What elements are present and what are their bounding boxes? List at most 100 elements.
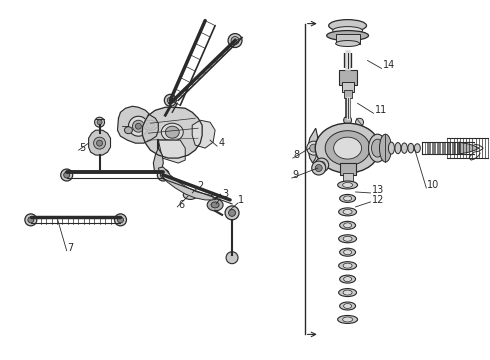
Ellipse shape <box>395 143 401 154</box>
Ellipse shape <box>343 236 352 241</box>
Bar <box>343 173 353 181</box>
Text: 13: 13 <box>371 185 384 195</box>
Ellipse shape <box>325 131 370 166</box>
Text: 7: 7 <box>68 243 74 253</box>
Ellipse shape <box>343 290 352 295</box>
Bar <box>340 163 356 175</box>
Ellipse shape <box>183 190 197 199</box>
Circle shape <box>310 144 318 152</box>
Circle shape <box>118 217 123 223</box>
Ellipse shape <box>340 221 356 229</box>
Text: 3: 3 <box>222 189 228 199</box>
Polygon shape <box>459 142 479 154</box>
Text: 9: 9 <box>293 170 299 180</box>
Circle shape <box>228 210 236 216</box>
Ellipse shape <box>147 122 154 128</box>
Ellipse shape <box>343 196 352 201</box>
Ellipse shape <box>368 134 387 162</box>
Bar <box>339 71 357 85</box>
Ellipse shape <box>339 262 357 270</box>
Polygon shape <box>143 107 202 158</box>
Ellipse shape <box>336 41 360 46</box>
Ellipse shape <box>338 181 358 189</box>
Ellipse shape <box>379 134 392 162</box>
Circle shape <box>97 120 102 125</box>
Circle shape <box>94 137 105 149</box>
Ellipse shape <box>408 143 414 153</box>
Circle shape <box>132 120 145 132</box>
Circle shape <box>128 116 148 136</box>
Ellipse shape <box>343 250 352 255</box>
Circle shape <box>97 140 102 146</box>
Ellipse shape <box>144 120 157 130</box>
Circle shape <box>167 97 173 103</box>
Circle shape <box>315 158 329 172</box>
Circle shape <box>231 37 239 45</box>
Ellipse shape <box>339 289 357 297</box>
Ellipse shape <box>343 263 352 268</box>
Ellipse shape <box>343 210 352 214</box>
Polygon shape <box>153 148 163 173</box>
Circle shape <box>318 162 325 168</box>
Circle shape <box>228 33 242 48</box>
Polygon shape <box>158 167 213 200</box>
Ellipse shape <box>371 139 384 157</box>
Ellipse shape <box>124 127 132 134</box>
Circle shape <box>315 165 322 171</box>
Text: 2: 2 <box>197 181 203 191</box>
Ellipse shape <box>340 302 356 310</box>
Circle shape <box>312 161 326 175</box>
Ellipse shape <box>207 199 223 211</box>
Ellipse shape <box>334 137 362 159</box>
Bar <box>343 90 352 98</box>
Ellipse shape <box>401 143 407 153</box>
Circle shape <box>343 116 352 124</box>
Ellipse shape <box>343 303 352 309</box>
Ellipse shape <box>339 208 357 216</box>
Circle shape <box>157 169 169 181</box>
Ellipse shape <box>338 315 358 323</box>
Ellipse shape <box>327 31 368 41</box>
Ellipse shape <box>339 235 357 243</box>
Polygon shape <box>192 120 215 148</box>
Circle shape <box>135 123 142 129</box>
Circle shape <box>307 141 321 155</box>
Circle shape <box>160 172 166 178</box>
Text: 4: 4 <box>218 138 224 148</box>
Circle shape <box>164 94 176 106</box>
Ellipse shape <box>329 20 367 32</box>
Ellipse shape <box>415 144 420 153</box>
Circle shape <box>356 118 364 126</box>
Ellipse shape <box>340 275 356 283</box>
Ellipse shape <box>343 276 352 282</box>
Text: 6: 6 <box>178 200 184 210</box>
Circle shape <box>225 206 239 220</box>
Ellipse shape <box>333 27 363 35</box>
Text: 12: 12 <box>371 195 384 205</box>
Polygon shape <box>308 128 318 163</box>
Ellipse shape <box>340 194 356 202</box>
Ellipse shape <box>165 126 179 138</box>
Text: 11: 11 <box>374 105 387 115</box>
Ellipse shape <box>343 183 353 188</box>
Ellipse shape <box>389 142 394 154</box>
Bar <box>336 33 360 44</box>
Bar <box>342 82 354 92</box>
Circle shape <box>64 172 70 178</box>
Polygon shape <box>89 130 111 155</box>
Circle shape <box>226 252 238 264</box>
Polygon shape <box>118 106 158 143</box>
Circle shape <box>28 217 34 223</box>
Circle shape <box>95 117 104 127</box>
Ellipse shape <box>343 317 353 322</box>
Polygon shape <box>158 140 185 163</box>
Circle shape <box>115 214 126 226</box>
Ellipse shape <box>315 123 380 173</box>
Text: 8: 8 <box>294 150 300 160</box>
Circle shape <box>25 214 37 226</box>
Text: 14: 14 <box>383 60 395 71</box>
Ellipse shape <box>340 248 356 256</box>
Circle shape <box>61 169 73 181</box>
Ellipse shape <box>211 202 219 208</box>
Text: 1: 1 <box>238 195 244 205</box>
